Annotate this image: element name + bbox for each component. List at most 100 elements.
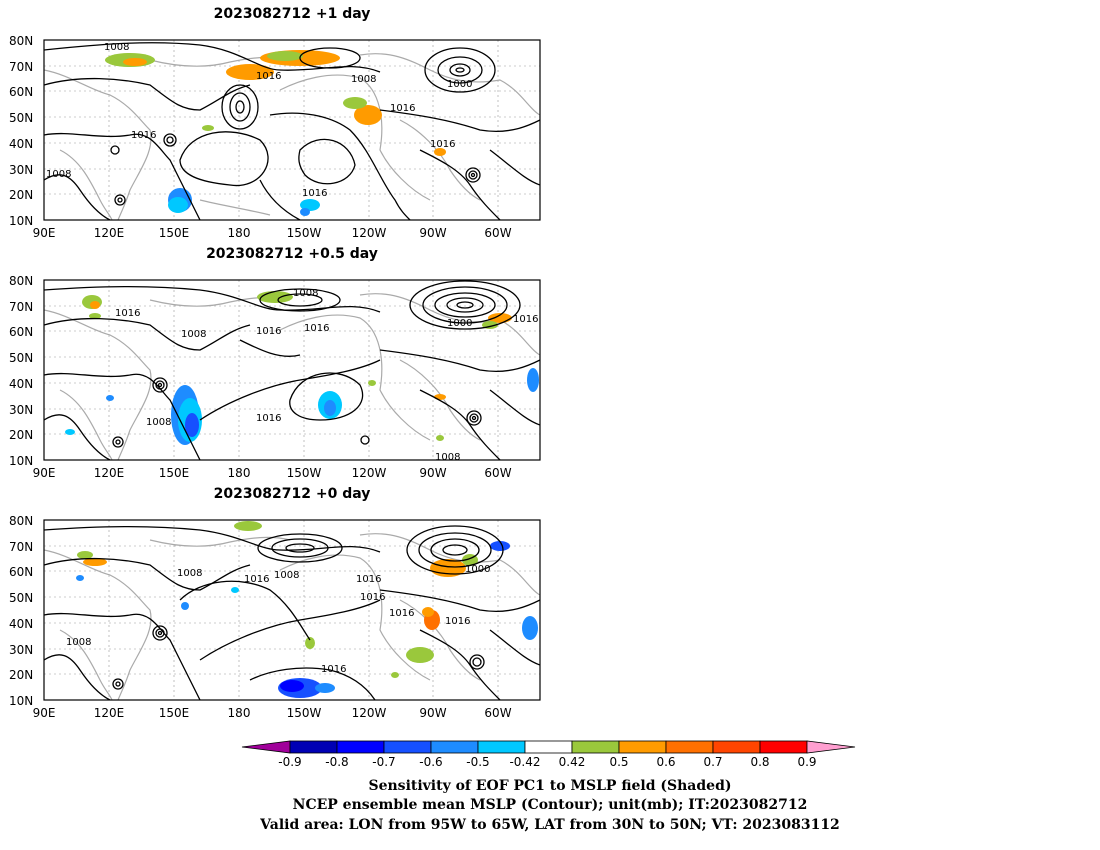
sensitivity-shading [105,50,446,216]
lon-label: 90W [419,466,446,480]
contour-label: 1000 [447,318,472,329]
colorbar-tick-label: 0.5 [609,755,628,769]
colorbar-swatch [383,740,432,754]
lon-label: 120E [94,706,125,720]
lat-label: 30N [9,163,33,177]
lat-label: 10N [9,454,33,468]
panel-title-1: 2023082712 +1 day [213,6,371,22]
caption-line-2: NCEP ensemble mean MSLP (Contour); unit(… [292,797,808,813]
map-panel-3: 1008 1016 1008 1016 1016 1000 1016 1016 … [43,519,541,701]
lon-label: 90E [33,226,56,240]
lat-label: 40N [9,617,33,631]
lat-label: 60N [9,565,33,579]
contour-label: 1016 [304,323,329,334]
lon-label: 90E [33,706,56,720]
colorbar: -0.9 -0.8 -0.7 -0.6 -0.5 -0.42 0.42 0.5 0.6 0.7 0.… [241,740,856,769]
lon-label: 150W [287,466,322,480]
colorbar-tick-label: -0.6 [419,755,442,769]
contour-label: 1008 [177,568,202,579]
contour-label: 1008 [181,329,206,340]
map-frame [43,279,541,461]
lat-label: 60N [9,325,33,339]
contour-labels: 1008 1016 1008 1000 1016 1016 1016 1008 … [46,42,472,199]
colorbar-swatch [336,740,385,754]
contour-labels: 1008 1016 1008 1016 1016 1000 1016 1016 … [66,564,490,675]
lat-label: 80N [9,514,33,528]
colorbar-tick-label: 0.8 [750,755,769,769]
gridlines [44,280,540,460]
lat-label: 80N [9,274,33,288]
contour-label: 1008 [66,637,91,648]
colorbar-tick-label: 0.42 [559,755,586,769]
lon-label: 150E [159,706,190,720]
colorbar-swatch [289,740,338,754]
contour-label: 1008 [46,169,71,180]
contour-label: 1016 [360,592,385,603]
colorbar-swatch [430,740,479,754]
colorbar-swatch [571,740,620,754]
lat-label: 20N [9,188,33,202]
gridlines [44,40,540,220]
lat-label: 40N [9,377,33,391]
contour-label: 1008 [435,452,460,463]
mslp-contours [44,42,540,220]
lat-label: 20N [9,428,33,442]
contour-label: 1000 [465,564,490,575]
lat-label: 10N [9,214,33,228]
lon-label: 60W [484,706,511,720]
contour-label: 1008 [104,42,129,53]
lat-label: 20N [9,668,33,682]
contour-label: 1016 [513,314,538,325]
lon-label: 120W [352,466,387,480]
colorbar-min-arrow [241,740,291,754]
contour-labels: 1016 1008 1008 1016 1016 1000 1016 1008 … [115,288,538,463]
lat-label: 30N [9,403,33,417]
colorbar-tick-label: 0.9 [797,755,816,769]
contour-label: 1016 [256,413,281,424]
contour-label: 1016 [302,188,327,199]
lon-label: 60W [484,226,511,240]
lat-label: 50N [9,351,33,365]
contour-label: 1016 [356,574,381,585]
colorbar-swatch [477,740,526,754]
map-frame [43,519,541,701]
caption-line-3: Valid area: LON from 95W to 65W, LAT fro… [260,817,840,833]
lon-label: 120W [352,706,387,720]
colorbar-tick-label: -0.9 [278,755,301,769]
mslp-contours [44,280,540,460]
lon-label: 150E [159,466,190,480]
contour-label: 1016 [445,616,470,627]
lat-label: 40N [9,137,33,151]
lon-label: 90E [33,466,56,480]
lon-label: 150W [287,226,322,240]
colorbar-swatch [618,740,667,754]
contour-label: 1016 [256,71,281,82]
colorbar-swatch [712,740,761,754]
contour-label: 1008 [146,417,171,428]
lon-label: 90W [419,226,446,240]
map-panel-2: 1016 1008 1008 1016 1016 1000 1016 1008 … [43,279,541,463]
lon-label: 60W [484,466,511,480]
contour-label: 1016 [389,608,414,619]
lat-label: 80N [9,34,33,48]
contour-label: 1016 [321,664,346,675]
lat-label: 70N [9,300,33,314]
contour-label: 1008 [274,570,299,581]
lat-label: 10N [9,694,33,708]
colorbar-tick-label: 0.6 [656,755,675,769]
lat-label: 60N [9,85,33,99]
lat-label: 70N [9,60,33,74]
map-frame [43,39,541,221]
lon-label: 150E [159,226,190,240]
panel-title-2: 2023082712 +0.5 day [206,246,378,262]
colorbar-tick-label: 0.7 [703,755,722,769]
contour-label: 1008 [351,74,376,85]
lat-label: 50N [9,111,33,125]
axis-labels: 80N 70N 60N 50N 40N 30N 20N 10N 90E 120E… [9,34,512,720]
contour-label: 1016 [390,103,415,114]
lon-label: 90W [419,706,446,720]
lat-label: 50N [9,591,33,605]
colorbar-swatch [665,740,714,754]
contour-label: 1016 [430,139,455,150]
